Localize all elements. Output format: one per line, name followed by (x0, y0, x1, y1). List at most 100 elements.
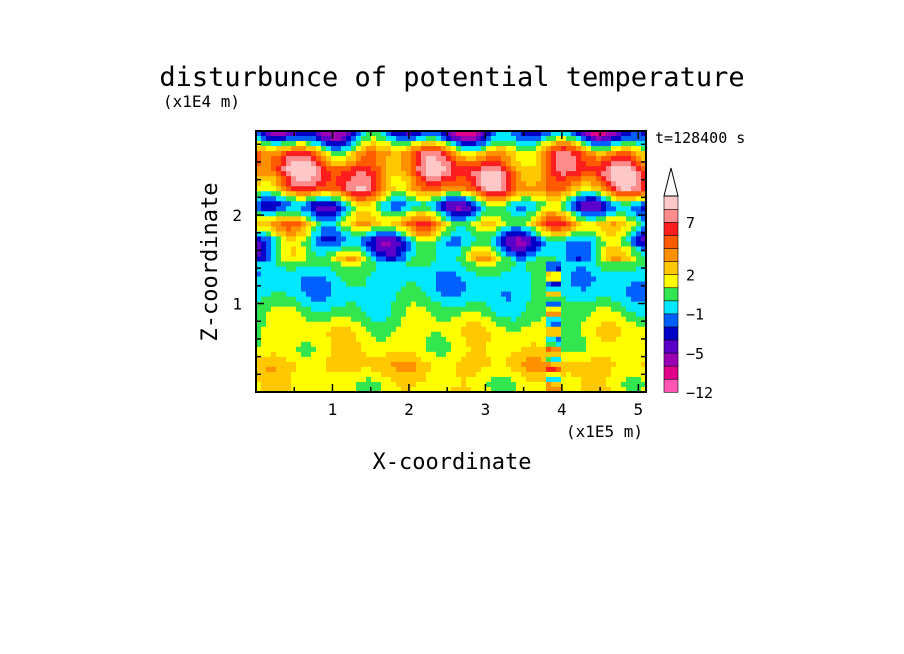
field-cell (606, 371, 612, 378)
field-cell (511, 361, 517, 368)
field-cell (531, 186, 537, 192)
field-cell (451, 196, 457, 202)
field-cell (556, 166, 562, 172)
field-cell (386, 256, 392, 263)
field-cell (566, 201, 572, 207)
field-cell (331, 131, 337, 137)
field-cell (601, 141, 607, 147)
field-cell (351, 236, 357, 243)
field-cell (301, 331, 307, 338)
x-tick-label: 3 (481, 400, 491, 419)
field-cell (466, 196, 472, 202)
field-cell (516, 381, 522, 388)
field-cell (391, 276, 397, 283)
field-cell (281, 211, 287, 217)
field-cell (311, 351, 317, 358)
field-cell (266, 276, 272, 283)
field-cell (291, 246, 297, 253)
field-cell (266, 311, 272, 318)
field-cell (591, 176, 597, 182)
field-cell (596, 241, 602, 248)
field-cell (426, 371, 432, 378)
field-cell (441, 296, 447, 303)
field-cell (526, 256, 532, 263)
field-cell (451, 256, 457, 263)
field-cell (371, 201, 377, 207)
field-cell (431, 141, 437, 147)
field-cell (401, 271, 407, 278)
field-cell (631, 346, 637, 353)
field-cell (336, 386, 342, 392)
field-cell (271, 371, 277, 378)
field-cell (621, 251, 627, 258)
field-cell (551, 201, 557, 207)
field-cell (276, 146, 282, 152)
field-cell (556, 291, 562, 298)
field-cell (461, 131, 467, 137)
field-cell (431, 251, 437, 258)
field-cell (516, 266, 522, 273)
field-cell (471, 296, 477, 303)
field-cell (341, 206, 347, 212)
field-cell (426, 346, 432, 353)
field-cell (296, 166, 302, 172)
field-cell (381, 256, 387, 263)
field-cell (336, 156, 342, 162)
field-cell (276, 186, 282, 192)
field-cell (471, 226, 477, 232)
field-cell (351, 156, 357, 162)
field-cell (296, 226, 302, 232)
field-cell (551, 206, 557, 212)
field-cell (436, 256, 442, 263)
field-cell (336, 351, 342, 358)
field-cell (571, 306, 577, 313)
field-cell (401, 301, 407, 308)
field-cell (311, 251, 317, 258)
field-cell (641, 156, 646, 162)
field-cell (631, 171, 637, 177)
field-cell (336, 361, 342, 368)
field-cell (506, 381, 512, 388)
field-cell (296, 251, 302, 258)
field-cell (531, 161, 537, 167)
field-cell (486, 131, 492, 137)
field-cell (451, 296, 457, 303)
field-cell (306, 356, 312, 363)
time-label: t=128400 s (655, 129, 745, 147)
field-cell (481, 146, 487, 152)
field-cell (631, 256, 637, 263)
field-cell (596, 371, 602, 378)
field-cell (626, 216, 632, 222)
field-cell (386, 331, 392, 338)
field-cell (591, 146, 597, 152)
field-cell (411, 331, 417, 338)
field-cell (296, 341, 302, 348)
field-cell (301, 181, 307, 187)
field-cell (321, 146, 327, 152)
field-cell (556, 271, 562, 278)
field-cell (531, 276, 537, 283)
field-cell (506, 166, 512, 172)
field-cell (541, 236, 547, 243)
field-cell (566, 131, 572, 137)
field-cell (381, 306, 387, 313)
field-cell (611, 256, 617, 263)
field-cell (296, 296, 302, 303)
field-cell (621, 351, 627, 358)
field-cell (326, 261, 332, 268)
field-cell (396, 321, 402, 328)
field-cell (271, 271, 277, 278)
field-cell (356, 271, 362, 278)
field-cell (331, 146, 337, 152)
field-cell (436, 356, 442, 363)
field-cell (536, 271, 542, 278)
field-cell (301, 176, 307, 182)
field-cell (581, 271, 587, 278)
field-cell (596, 141, 602, 147)
field-cell (266, 251, 272, 258)
field-cell (306, 236, 312, 243)
field-cell (446, 291, 452, 298)
field-cell (561, 171, 567, 177)
field-cell (351, 381, 357, 388)
field-cell (466, 141, 472, 147)
